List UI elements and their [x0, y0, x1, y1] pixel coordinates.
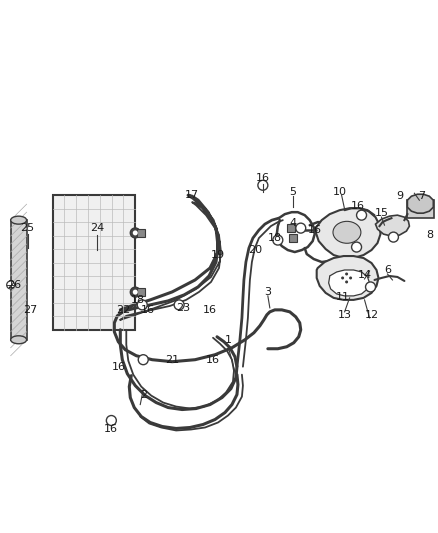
Bar: [407, 200, 434, 218]
Text: 16: 16: [350, 201, 364, 211]
Bar: [289, 234, 297, 242]
Text: 19: 19: [211, 250, 225, 260]
Circle shape: [174, 300, 184, 310]
Bar: [137, 288, 145, 296]
Polygon shape: [407, 194, 433, 213]
Ellipse shape: [11, 336, 27, 344]
Text: 8: 8: [426, 230, 433, 240]
Text: 18: 18: [131, 295, 145, 305]
Circle shape: [345, 280, 348, 284]
Text: 16: 16: [103, 424, 117, 434]
Text: 27: 27: [24, 305, 38, 315]
Text: 12: 12: [364, 310, 378, 320]
Text: 1: 1: [224, 335, 231, 345]
Circle shape: [389, 232, 399, 242]
Text: 16: 16: [256, 173, 270, 183]
Text: 2: 2: [140, 390, 147, 400]
Text: 3: 3: [265, 287, 272, 297]
Bar: [287, 224, 295, 232]
Text: 16: 16: [112, 362, 126, 372]
Text: 5: 5: [289, 187, 296, 197]
Text: 26: 26: [7, 280, 22, 290]
Text: 21: 21: [165, 354, 179, 365]
Text: 13: 13: [338, 310, 352, 320]
Polygon shape: [375, 215, 410, 236]
Text: 17: 17: [185, 190, 199, 200]
Text: 15: 15: [374, 208, 389, 218]
Text: 24: 24: [90, 223, 105, 233]
Circle shape: [137, 300, 147, 310]
Polygon shape: [317, 256, 378, 300]
Circle shape: [273, 235, 283, 245]
Text: 16: 16: [203, 305, 217, 315]
Text: 4: 4: [289, 218, 297, 228]
Circle shape: [296, 223, 306, 233]
Text: 16: 16: [141, 305, 155, 315]
Text: 14: 14: [357, 270, 371, 280]
Text: 11: 11: [336, 292, 350, 302]
Text: 22: 22: [116, 305, 131, 315]
Polygon shape: [316, 208, 381, 258]
Text: 9: 9: [396, 191, 403, 201]
Text: 10: 10: [332, 187, 346, 197]
Text: 16: 16: [308, 225, 321, 235]
Circle shape: [345, 272, 348, 276]
Circle shape: [130, 287, 140, 297]
Bar: [11, 220, 27, 340]
Bar: [137, 229, 145, 237]
Text: 16: 16: [206, 354, 220, 365]
Circle shape: [138, 355, 148, 365]
Circle shape: [7, 281, 14, 289]
Circle shape: [133, 230, 138, 236]
Ellipse shape: [333, 221, 361, 243]
Circle shape: [258, 180, 268, 190]
Bar: [53, 195, 135, 330]
Polygon shape: [328, 270, 370, 296]
Circle shape: [133, 289, 138, 295]
Text: 23: 23: [176, 303, 190, 313]
Circle shape: [349, 277, 352, 279]
Ellipse shape: [11, 216, 27, 224]
Text: 18: 18: [268, 233, 282, 243]
Circle shape: [341, 277, 344, 279]
Circle shape: [352, 242, 361, 252]
Text: 6: 6: [384, 265, 391, 275]
Text: 20: 20: [248, 245, 262, 255]
Circle shape: [357, 210, 367, 220]
Circle shape: [366, 282, 375, 292]
Circle shape: [130, 228, 140, 238]
Text: 7: 7: [418, 191, 425, 201]
Circle shape: [106, 416, 117, 425]
Text: 25: 25: [21, 223, 35, 233]
